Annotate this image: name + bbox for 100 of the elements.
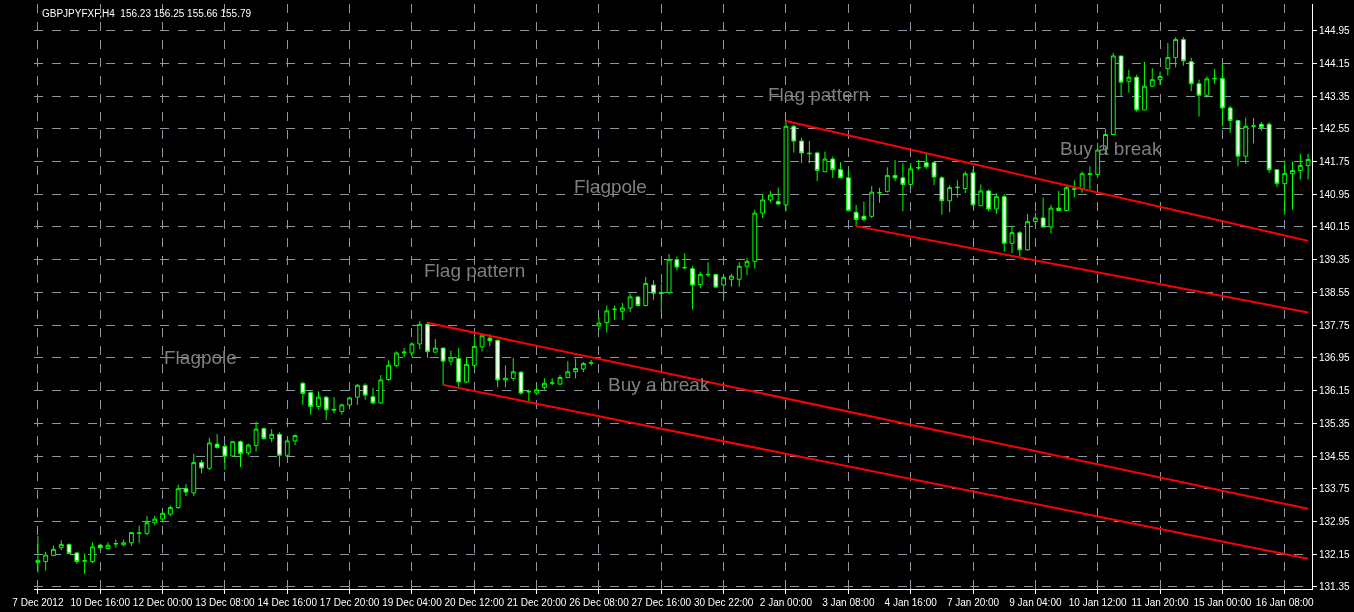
- candlestick: [152, 515, 158, 527]
- candlestick: [230, 441, 236, 457]
- candlestick: [1095, 142, 1101, 179]
- x-tick-label: 21 Dec 20:00: [506, 597, 567, 608]
- candlestick: [1064, 185, 1069, 212]
- x-tick-label: 27 Dec 16:00: [631, 597, 692, 608]
- candlestick: [830, 156, 836, 179]
- y-tick-label: 141.75: [1319, 156, 1351, 167]
- candlestick: [191, 453, 197, 497]
- candlestick: [300, 381, 306, 406]
- candlestick: [440, 347, 446, 386]
- candlestick: [1134, 74, 1140, 113]
- candlestick: [557, 374, 563, 386]
- x-tick-label: 30 Dec 22:00: [693, 597, 754, 608]
- candlestick: [916, 159, 921, 171]
- candlestick: [378, 374, 384, 405]
- y-tick-label: 140.15: [1319, 221, 1351, 233]
- candlestick: [838, 161, 843, 179]
- candlestick: [245, 443, 251, 456]
- y-tick-label: 131.35: [1319, 581, 1351, 593]
- candlestick: [393, 350, 399, 368]
- candlestick: [580, 361, 586, 373]
- candlestick: [1196, 79, 1202, 117]
- candlestick: [222, 443, 228, 471]
- candlestick: [1258, 121, 1264, 132]
- candlestick: [1048, 204, 1054, 234]
- candlestick: [978, 183, 984, 207]
- y-tick-label: 134.55: [1319, 450, 1351, 462]
- candlestick: [697, 271, 703, 289]
- candlestick: [479, 334, 485, 352]
- candlestick: [542, 377, 547, 391]
- candlestick: [619, 302, 625, 321]
- x-tick-label: 19 Dec 04:00: [382, 597, 443, 608]
- x-tick-label: 3 Jan 08:00: [822, 597, 875, 608]
- y-tick-label: 135.35: [1319, 417, 1351, 429]
- candlestick: [1071, 179, 1077, 198]
- x-tick-label: 10 Dec 16:00: [70, 597, 131, 608]
- candlestick: [1173, 36, 1179, 68]
- candlestick: [651, 279, 656, 301]
- candlestick: [814, 151, 820, 182]
- candlestick: [464, 357, 469, 384]
- annotation: Flagpole: [164, 347, 237, 368]
- x-tick-label: 10 Jan 12:00: [1068, 597, 1128, 608]
- candlestick: [713, 273, 719, 289]
- x-tick-label: 4 Jan 16:00: [884, 597, 938, 608]
- y-tick-label: 139.35: [1319, 254, 1351, 266]
- candlestick: [409, 341, 415, 358]
- candlestick: [549, 377, 555, 386]
- candlestick: [799, 137, 804, 164]
- candlestick: [129, 531, 134, 547]
- candlestick: [35, 535, 41, 574]
- candlestick: [58, 539, 64, 551]
- candlestick: [993, 192, 999, 215]
- candlestick: [269, 428, 275, 443]
- candlestick: [121, 539, 127, 546]
- candlestick: [955, 179, 960, 198]
- candlestick: [612, 305, 617, 321]
- candlestick: [1040, 197, 1046, 229]
- candlestick: [643, 276, 649, 307]
- candlestick: [534, 384, 540, 396]
- candlestick: [775, 187, 781, 206]
- candlestick: [1056, 190, 1062, 212]
- candlestick: [970, 169, 976, 207]
- y-tick-label: 142.55: [1319, 123, 1351, 135]
- y-tick-label: 133.75: [1319, 483, 1351, 495]
- annotation: Flagpole: [574, 176, 647, 197]
- candlestick: [931, 161, 937, 186]
- candlestick: [604, 305, 610, 333]
- candlestick: [105, 541, 111, 549]
- y-tick-label: 144.15: [1319, 57, 1351, 69]
- x-tick-label: 9 Jan 04:00: [1009, 597, 1062, 608]
- candlestick: [1157, 71, 1163, 86]
- candlestick: [1297, 153, 1303, 180]
- candlestick: [674, 255, 680, 271]
- annotation: Flag pattern: [768, 84, 870, 105]
- candlestick: [682, 252, 688, 270]
- candlestick: [1118, 55, 1124, 97]
- candlestick: [1087, 165, 1093, 190]
- y-tick-label: 136.15: [1319, 385, 1351, 397]
- candlestick: [705, 261, 711, 278]
- x-tick-label: 7 Dec 2012: [12, 597, 64, 608]
- candlestick: [495, 339, 501, 388]
- chart-title: GBPJPYFXF,H4 156.23 156.25 155.66 155.79: [42, 8, 252, 19]
- candlestick: [783, 120, 789, 212]
- candlestick: [1110, 52, 1116, 135]
- candlestick: [1181, 36, 1186, 67]
- y-tick-label: 140.95: [1319, 188, 1351, 200]
- candlestick: [175, 484, 181, 510]
- x-tick-label: 2 Jan 00:00: [759, 597, 813, 608]
- candlestick: [635, 295, 641, 307]
- candlestick: [869, 185, 875, 219]
- y-tick-label: 136.95: [1319, 352, 1351, 364]
- x-tick-label: 11 Jan 20:00: [1131, 597, 1190, 608]
- x-tick-label: 20 Dec 12:00: [444, 597, 505, 608]
- candlestick: [199, 459, 204, 474]
- candlestick: [206, 437, 212, 471]
- candlestick: [113, 539, 119, 549]
- candlestick: [947, 184, 953, 213]
- x-tick-label: 12 Dec 00:00: [132, 597, 193, 608]
- candlestick: [74, 551, 80, 565]
